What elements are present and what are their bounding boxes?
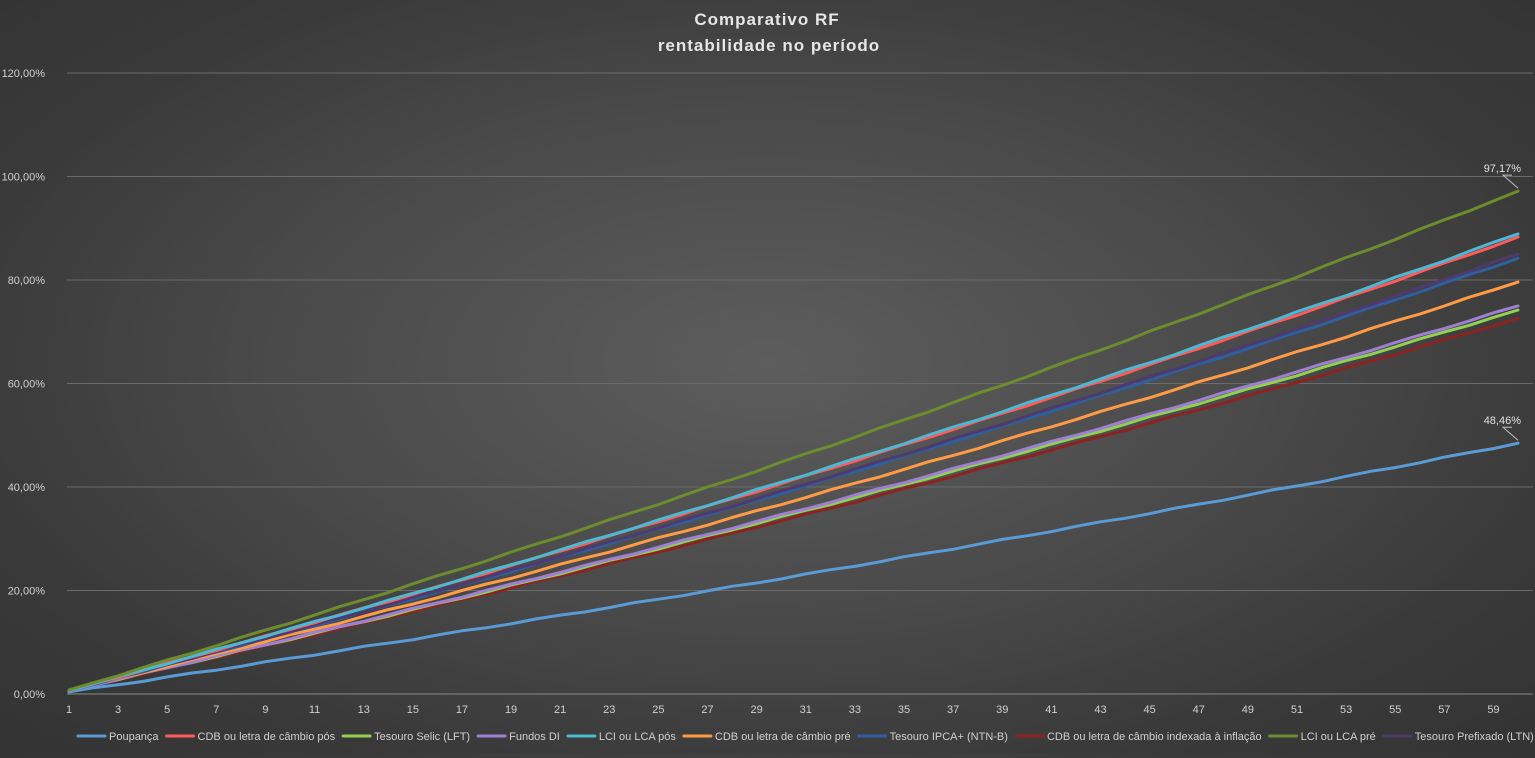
series-line (67, 189, 1520, 692)
x-tick-label: 37 (947, 704, 959, 716)
x-tick-label: 19 (505, 704, 517, 716)
x-tick-label: 59 (1487, 704, 1499, 716)
legend-item: Poupança (76, 731, 159, 743)
x-tick-label: 3 (115, 704, 121, 716)
x-tick-label: 5 (164, 704, 170, 716)
legend-item: Tesouro IPCA+ (NTN-B) (857, 731, 1008, 743)
x-tick-label: 33 (849, 704, 861, 716)
series-line (67, 304, 1520, 692)
x-tick-label: 31 (800, 704, 812, 716)
data-label: 97,17% (1484, 163, 1522, 175)
legend-item: CDB ou letra de câmbio pré (682, 731, 851, 743)
legend-label: Poupança (109, 731, 159, 743)
series-line (67, 280, 1520, 692)
x-tick-label: 13 (358, 704, 370, 716)
legend-label: Tesouro Selic (LFT) (374, 731, 470, 743)
y-tick-label: 60,00% (8, 379, 46, 391)
data-labels: 97,17% 48,46% (1484, 163, 1522, 441)
x-tick-label: 57 (1438, 704, 1450, 716)
x-tick-label: 27 (701, 704, 713, 716)
y-tick-label: 20,00% (8, 586, 46, 598)
x-tick-label: 41 (1045, 704, 1057, 716)
legend-label: CDB ou letra de câmbio pré (715, 731, 851, 743)
x-tick-label: 43 (1094, 704, 1106, 716)
legend: Poupança CDB ou letra de câmbio pós Tesour… (76, 731, 1534, 743)
x-tick-label: 47 (1193, 704, 1205, 716)
chart-subtitle: rentabilidade no período (658, 36, 880, 55)
x-tick-label: 23 (603, 704, 615, 716)
x-tick-label: 49 (1242, 704, 1254, 716)
x-tick-label: 25 (652, 704, 664, 716)
series-line (67, 316, 1520, 692)
x-tick-label: 55 (1389, 704, 1401, 716)
x-tick-label: 45 (1143, 704, 1155, 716)
data-label: 48,46% (1484, 415, 1522, 427)
x-tick-label: 7 (213, 704, 219, 716)
legend-item: Fundos DI (476, 731, 560, 743)
y-tick-label: 0,00% (14, 689, 45, 701)
legend-label: CDB ou letra de câmbio pós (198, 731, 336, 743)
x-tick-label: 39 (996, 704, 1008, 716)
legend-item: LCI ou LCA pós (566, 731, 677, 743)
legend-label: LCI ou LCA pós (599, 731, 677, 743)
x-tick-label: 9 (262, 704, 268, 716)
legend-label: LCI ou LCA pré (1301, 731, 1376, 743)
y-tick-label: 100,00% (2, 172, 46, 184)
legend-label: Fundos DI (509, 731, 560, 743)
legend-label: CDB ou letra de câmbio indexada à inflaç… (1047, 731, 1262, 743)
x-tick-label: 53 (1340, 704, 1352, 716)
x-tick-label: 51 (1291, 704, 1303, 716)
legend-label: Tesouro Prefixado (LTN) (1415, 731, 1534, 743)
legend-item: CDB ou letra de câmbio indexada à inflaç… (1014, 731, 1262, 743)
series-line (67, 232, 1520, 692)
data-label-leader (1501, 426, 1519, 441)
gridlines (67, 72, 1533, 591)
legend-item: Tesouro Selic (LFT) (341, 731, 470, 743)
legend-item: CDB ou letra de câmbio pós (165, 731, 336, 743)
x-tick-label: 29 (751, 704, 763, 716)
x-tick-label: 21 (554, 704, 566, 716)
series-line (67, 235, 1520, 692)
data-label-leader (1501, 174, 1519, 189)
legend-item: LCI ou LCA pré (1268, 731, 1376, 743)
x-tick-label: 35 (898, 704, 910, 716)
axes: 0,00% 20,00% 40,00% 60,00% 80,00% 100,00% 120,… (2, 68, 1533, 716)
x-tick-label: 11 (309, 704, 320, 716)
y-tick-label: 40,00% (8, 482, 46, 494)
x-tick-label: 1 (66, 704, 72, 716)
x-tick-label: 15 (407, 704, 419, 716)
x-tick-label: 17 (456, 704, 468, 716)
chart-title: Comparativo RF (694, 10, 839, 29)
series-lines (67, 189, 1520, 694)
series-line (67, 252, 1520, 692)
legend-item: Tesouro Prefixado (LTN) (1382, 731, 1534, 743)
y-tick-label: 120,00% (2, 68, 46, 80)
legend-label: Tesouro IPCA+ (NTN-B) (890, 731, 1008, 743)
y-tick-label: 80,00% (8, 275, 46, 287)
series-line (67, 441, 1520, 694)
